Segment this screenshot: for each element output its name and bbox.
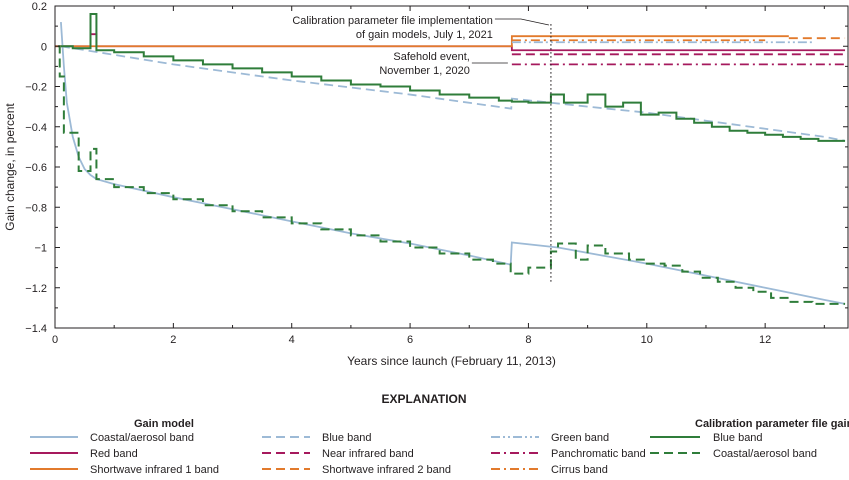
x-tick-label: 10 (641, 334, 653, 346)
legend-entry-nir-model: Near infrared band (262, 448, 414, 460)
legend-entry-swir1-model: Shortwave infrared 1 band (30, 464, 219, 476)
y-axis-label: Gain change, in percent (3, 103, 17, 231)
series-blue-model (60, 45, 846, 142)
legend-label: Near infrared band (322, 448, 414, 460)
legend-entry-pan-model: Panchromatic band (491, 448, 646, 460)
legend-entry-cirrus-model: Cirrus band (491, 464, 608, 476)
legend-entry-coastal-model: Coastal/aerosol band (30, 432, 194, 444)
legend-label: Coastal/aerosol band (90, 432, 194, 444)
series-layer (55, 13, 846, 305)
x-tick-label: 0 (52, 334, 58, 346)
y-axis-ticks: 0.2 0 −0.2 −0.4 −0.6 −0.8 −1 −1.2 −1.4 (25, 1, 848, 335)
series-coastal-cpf (57, 45, 846, 305)
legend-label: Cirrus band (551, 464, 608, 476)
safehold-annotation-line-2: November 1, 2020 (379, 65, 470, 77)
legend-label: Blue band (322, 432, 372, 444)
cpf-annotation-line-2: of gain models, July 1, 2021 (356, 29, 493, 41)
y-tick-label: 0.2 (32, 1, 47, 13)
y-tick-label: −1.2 (25, 283, 47, 295)
legend-entries: Coastal/aerosol band Blue band Green band R… (30, 432, 817, 476)
legend-label: Coastal/aerosol band (713, 448, 817, 460)
legend-label: Panchromatic band (551, 448, 646, 460)
series-blue-cpf (60, 13, 846, 142)
legend-entry-swir2-model: Shortwave infrared 2 band (262, 464, 451, 476)
y-tick-label: −1.4 (25, 323, 47, 335)
legend-label: Green band (551, 432, 609, 444)
plot-area: Calibration parameter file implementatio… (25, 1, 849, 346)
y-tick-label: −0.2 (25, 82, 47, 94)
legend-cpf-heading: Calibration parameter file gain (695, 418, 849, 430)
series-swir1-model (55, 35, 789, 48)
legend-entry-blue-model: Blue band (262, 432, 372, 444)
legend-label: Red band (90, 448, 138, 460)
legend: EXPLANATION Gain model Calibration param… (30, 392, 849, 476)
legend-entry-red-model: Red band (30, 448, 138, 460)
safehold-annotation-line-1: Safehold event, (393, 51, 469, 63)
x-tick-label: 2 (170, 334, 176, 346)
legend-label: Shortwave infrared 2 band (322, 464, 451, 476)
x-tick-label: 8 (525, 334, 531, 346)
y-tick-label: −1 (34, 243, 47, 255)
cpf-annotation-leader (494, 18, 550, 26)
cpf-annotation-line-1: Calibration parameter file implementatio… (292, 15, 493, 27)
annotation-layer: Calibration parameter file implementatio… (292, 15, 552, 284)
x-tick-label: 4 (289, 334, 295, 346)
legend-entry-green-model: Green band (491, 432, 609, 444)
legend-title: EXPLANATION (381, 392, 466, 406)
legend-model-heading: Gain model (134, 418, 194, 430)
x-tick-label: 6 (407, 334, 413, 346)
y-tick-label: −0.6 (25, 162, 47, 174)
legend-label: Shortwave infrared 1 band (90, 464, 219, 476)
x-axis-ticks: 0 2 4 6 8 10 12 (52, 6, 825, 346)
legend-entry-blue-cpf: Blue band (650, 432, 763, 444)
legend-entry-coastal-cpf: Coastal/aerosol band (650, 448, 817, 460)
legend-label: Blue band (713, 432, 763, 444)
y-tick-label: −0.4 (25, 122, 47, 134)
y-tick-label: −0.8 (25, 202, 47, 214)
y-tick-label: 0 (41, 41, 47, 53)
x-axis-label: Years since launch (February 11, 2013) (347, 354, 556, 368)
x-tick-label: 12 (759, 334, 771, 346)
